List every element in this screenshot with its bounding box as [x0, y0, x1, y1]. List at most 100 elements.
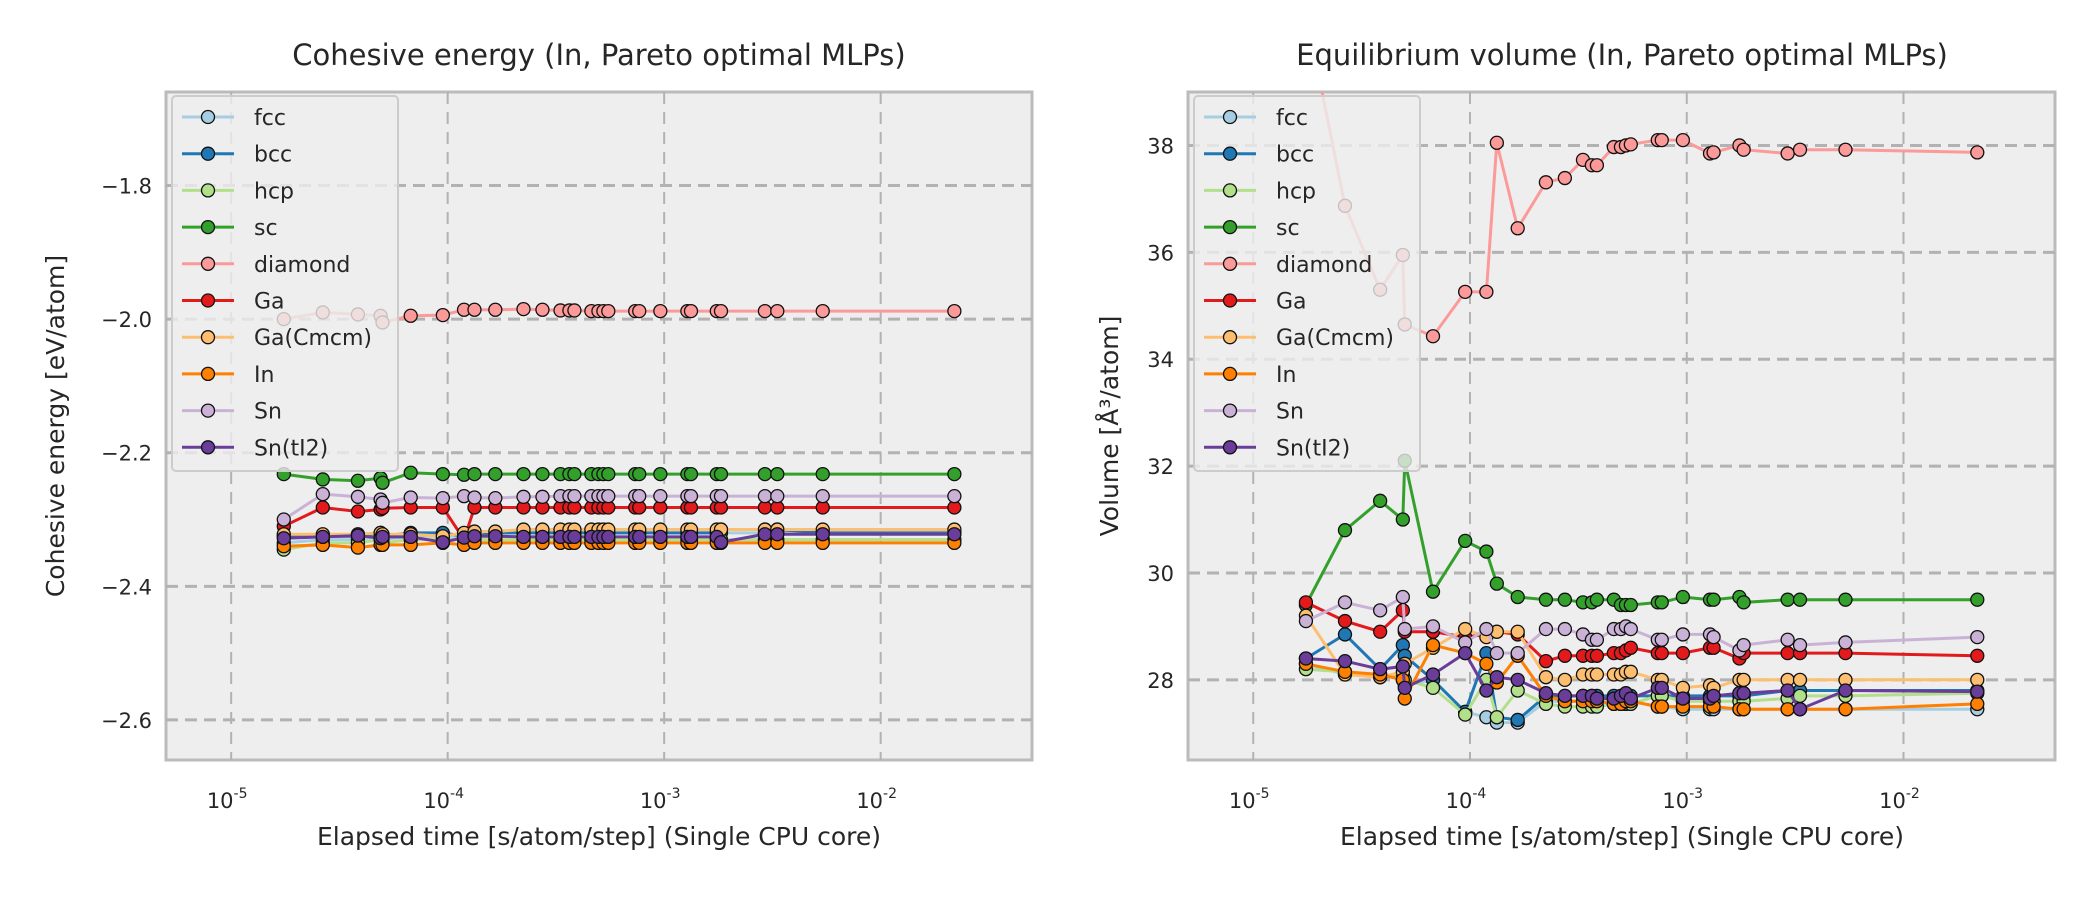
data-point	[1838, 592, 1853, 607]
data-point	[815, 488, 830, 504]
legend-label: In	[254, 363, 274, 388]
data-point	[1479, 284, 1494, 300]
legend-label: Ga(Cmcm)	[1276, 326, 1394, 351]
legend: fcc bcc hcp sc diamond Ga Ga(Cmcm) In Sn Sn(tI2)	[171, 95, 399, 472]
legend-item: In	[1204, 363, 1296, 388]
data-point	[1479, 656, 1494, 671]
data-point	[1780, 592, 1795, 607]
data-point	[1675, 645, 1691, 661]
data-point	[403, 529, 418, 545]
data-point	[1706, 145, 1721, 160]
y-tick-label: 32	[1147, 455, 1174, 479]
series-sc	[1298, 453, 1985, 613]
data-point	[1589, 667, 1605, 682]
data-point	[1425, 619, 1441, 634]
data-point	[947, 303, 962, 319]
x-tick-label: 10-2	[856, 786, 897, 813]
data-point	[567, 529, 582, 545]
data-point	[1337, 523, 1353, 538]
data-point	[1557, 621, 1573, 637]
data-point	[1780, 702, 1795, 717]
data-point	[350, 504, 366, 519]
data-point	[1458, 645, 1473, 661]
legend-marker	[1222, 146, 1238, 161]
series-sn	[1298, 589, 1985, 661]
data-point	[653, 466, 668, 482]
data-point	[1675, 627, 1691, 642]
series-sn-ti2-	[276, 527, 962, 550]
data-point	[1510, 645, 1525, 661]
data-point	[350, 528, 366, 543]
data-point	[683, 529, 699, 545]
data-point	[1298, 613, 1314, 629]
data-point	[1736, 672, 1751, 687]
data-point	[815, 527, 830, 542]
data-point	[1510, 672, 1525, 687]
legend-item: sc	[182, 216, 278, 241]
data-point	[350, 489, 366, 504]
y-tick-label: −2.0	[101, 308, 152, 332]
data-point	[435, 535, 451, 550]
y-tick-label: −2.6	[101, 709, 152, 733]
data-point	[1654, 699, 1669, 714]
data-point	[1675, 589, 1691, 605]
data-point	[467, 490, 482, 505]
data-point	[632, 466, 647, 482]
x-tick-label: 10-3	[640, 786, 681, 813]
data-point	[1589, 592, 1605, 607]
data-point	[683, 466, 699, 482]
data-point	[1780, 146, 1795, 161]
data-point	[516, 301, 531, 317]
x-tick-label: 10-3	[1662, 786, 1703, 813]
chart-title: Cohesive energy (In, Pareto optimal MLPs…	[292, 38, 905, 72]
data-point	[1458, 707, 1473, 722]
y-axis-label: Cohesive energy [eV/atom]	[41, 255, 70, 597]
data-point	[1479, 683, 1494, 698]
data-point	[1706, 592, 1721, 607]
data-point	[1337, 627, 1353, 642]
data-point	[632, 529, 647, 545]
data-point	[1395, 659, 1410, 674]
data-point	[1557, 672, 1573, 687]
data-point	[1780, 632, 1795, 647]
data-point	[1425, 637, 1441, 653]
data-point	[1736, 142, 1751, 157]
data-point	[1970, 629, 1985, 645]
y-tick-label: −1.8	[101, 175, 152, 199]
data-point	[757, 303, 773, 319]
data-point	[403, 308, 418, 323]
legend-marker	[1222, 183, 1238, 198]
series-layer	[276, 301, 962, 557]
data-point	[1654, 132, 1669, 148]
data-point	[1589, 632, 1605, 647]
legend-marker	[1222, 330, 1238, 345]
data-point	[1425, 584, 1441, 599]
data-point	[1538, 175, 1554, 190]
cohesive-energy-panel: Cohesive energy (In, Pareto optimal MLPs…	[41, 38, 1034, 851]
series-sn	[276, 486, 962, 527]
series-sc	[276, 465, 962, 490]
data-point	[1395, 512, 1410, 527]
x-tick-label: 10-5	[1229, 786, 1270, 813]
data-point	[1589, 648, 1605, 663]
data-point	[1425, 329, 1441, 344]
data-point	[713, 303, 729, 319]
legend-label: Ga	[254, 290, 285, 315]
data-point	[535, 466, 550, 482]
data-point	[601, 303, 616, 319]
legend-item: fcc	[1204, 106, 1308, 131]
data-point	[1337, 613, 1353, 629]
legend-label: Ga	[1276, 290, 1307, 315]
series-sn-ti2-	[1298, 645, 1985, 717]
data-point	[1675, 691, 1691, 706]
legend-label: Sn(tI2)	[254, 436, 328, 461]
data-point	[1372, 624, 1388, 639]
data-point	[535, 302, 550, 317]
data-point	[1489, 670, 1504, 685]
data-point	[770, 488, 785, 504]
data-point	[1623, 664, 1638, 679]
data-point	[1792, 672, 1808, 687]
data-point	[1589, 691, 1605, 706]
data-point	[1780, 683, 1795, 698]
data-point	[1510, 712, 1525, 728]
